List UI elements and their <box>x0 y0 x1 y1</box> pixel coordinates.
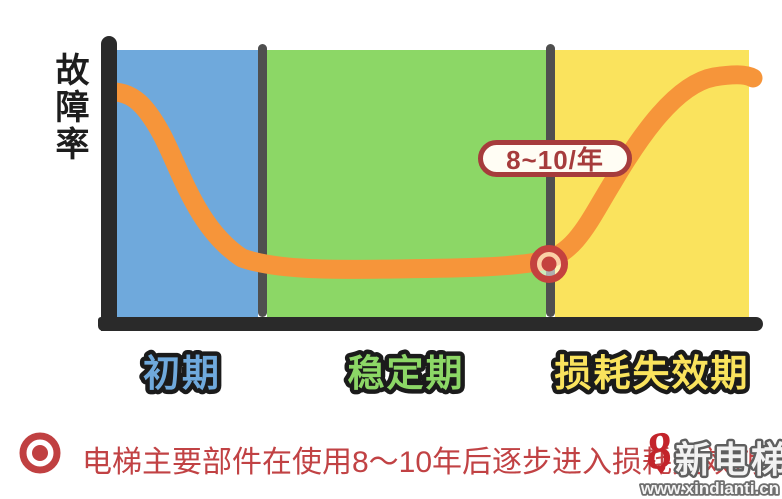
x-axis <box>98 317 763 331</box>
bullseye-marker-icon <box>530 245 568 283</box>
phase-label-stable: 稳定期 <box>348 353 465 394</box>
watermark: 8 ♥ 新电梯 www.xindianti.cn <box>628 421 782 499</box>
caption-text: 电梯主要部件在使用8～10年后逐步进入损耗失效期 <box>82 446 763 479</box>
annotation-pill-label: 8~10/年 <box>506 145 604 175</box>
phase-labels-row: 初期 稳定期 损耗失效期 <box>139 349 753 399</box>
watermark-brand: 新电梯 <box>675 439 782 480</box>
y-axis-label: 故障率 <box>50 52 88 163</box>
phase-divider-2 <box>546 44 555 317</box>
watermark-site: www.xindianti.cn <box>640 479 779 498</box>
y-axis <box>101 36 117 331</box>
bullseye-icon <box>19 432 61 474</box>
annotation-pill: 8~10/年 <box>478 140 632 177</box>
phase-divider-1 <box>258 44 267 317</box>
phase-label-wearout: 损耗失效期 <box>555 353 750 394</box>
watermark-text-layer: 新电梯 www.xindianti.cn <box>638 437 782 499</box>
phase-label-initial: 初期 <box>143 353 221 394</box>
failure-rate-curve <box>106 65 763 279</box>
phase-region-wearout <box>555 50 749 317</box>
watermark-heart-icon: ♥ <box>656 460 667 479</box>
